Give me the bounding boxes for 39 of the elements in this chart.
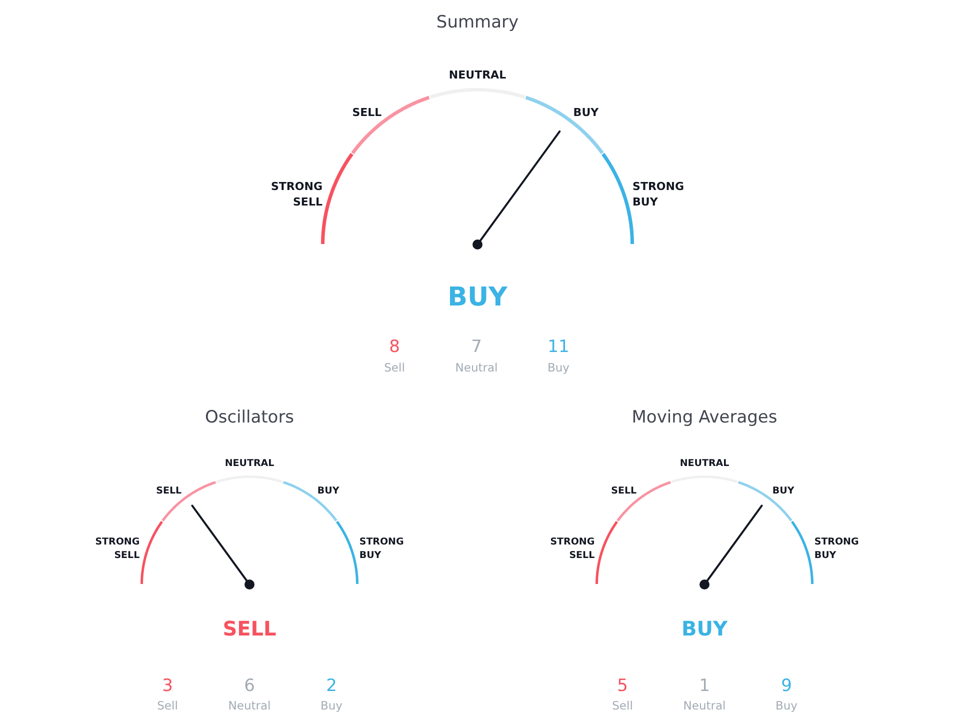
slice-label: STRONG BUY — [632, 180, 684, 208]
chart-title: Summary — [436, 12, 519, 32]
data-label: 1 — [699, 676, 710, 696]
text: BUY — [448, 282, 509, 312]
category-label: Buy — [776, 698, 798, 712]
category-label: Sell — [157, 698, 178, 712]
category-label: Buy — [320, 698, 343, 712]
slice-label: STRONG BUY — [814, 536, 860, 561]
slice-label: STRONG SELL — [95, 536, 140, 561]
slice-label: NEUTRAL — [680, 458, 730, 469]
category-label: Neutral — [683, 698, 726, 712]
data-label: 7 — [471, 337, 482, 357]
category-label: Sell — [384, 360, 405, 374]
text: SELL — [222, 616, 277, 640]
slice-label: STRONG SELL — [270, 180, 322, 208]
category-label: Buy — [548, 360, 570, 374]
slice-label: STRONG SELL — [550, 536, 595, 561]
slice-label: BUY — [772, 486, 794, 497]
slice-label: BUY — [317, 486, 340, 497]
slice-label: SELL — [156, 486, 182, 497]
data-label: 3 — [162, 676, 173, 696]
data-label: 11 — [548, 337, 570, 357]
text: BUY — [682, 616, 728, 640]
slice-label: STRONG BUY — [359, 536, 404, 561]
slice-label: SELL — [352, 106, 382, 120]
data-label: 9 — [781, 676, 792, 696]
slice-label: NEUTRAL — [224, 458, 274, 469]
chart-title: Oscillators — [204, 408, 294, 428]
data-label: 5 — [617, 676, 628, 696]
data-label: 8 — [389, 337, 400, 357]
slice-label: SELL — [611, 486, 637, 497]
category-label: Sell — [612, 698, 633, 712]
category-label: Neutral — [455, 360, 498, 374]
chart-title: Moving Averages — [632, 408, 778, 428]
category-label: Neutral — [228, 698, 271, 712]
slice-label: BUY — [573, 106, 600, 120]
data-label: 6 — [244, 676, 255, 696]
slice-label: NEUTRAL — [448, 68, 506, 82]
data-label: 2 — [326, 676, 337, 696]
